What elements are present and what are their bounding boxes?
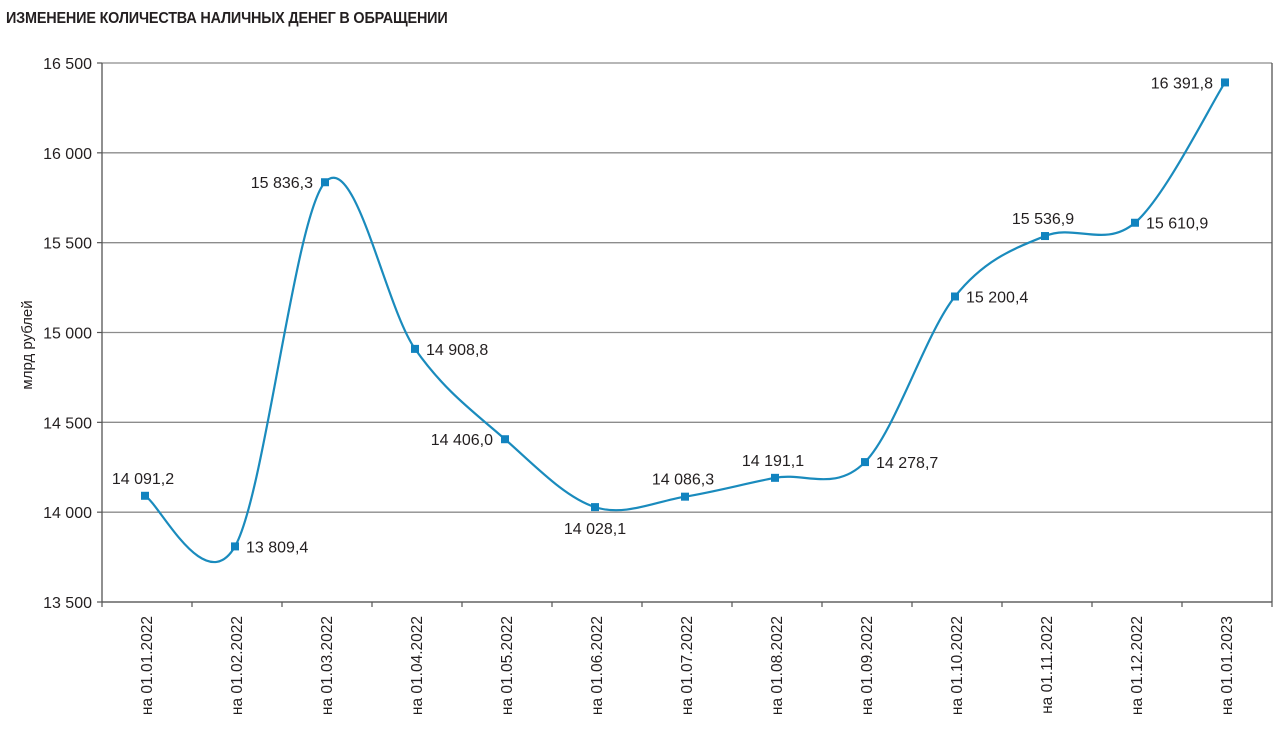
y-tick-label: 13 500: [43, 595, 92, 612]
y-axis-title: млрд рублей: [19, 300, 36, 389]
data-label: 15 200,4: [966, 289, 1028, 306]
square-marker-icon: [861, 458, 869, 467]
square-marker-icon: [591, 503, 599, 512]
series-path: [144, 81, 1226, 564]
square-marker-icon: [1041, 232, 1049, 241]
x-tick-label: на 01.04.2022: [409, 616, 426, 715]
data-label: 14 908,8: [426, 342, 488, 359]
y-tick-label: 14 500: [43, 415, 92, 432]
square-marker-icon: [231, 542, 239, 551]
data-label: 14 091,2: [112, 471, 174, 488]
data-label: 14 028,1: [564, 521, 626, 538]
x-tick-label: на 01.01.2022: [139, 616, 156, 715]
data-label: 16 391,8: [1151, 75, 1213, 92]
gridlines: [102, 62, 1273, 603]
y-tick-label: 14 000: [43, 505, 92, 522]
x-tick-label: на 01.03.2022: [319, 616, 336, 715]
square-marker-icon: [1131, 218, 1139, 227]
x-tick-label: на 01.02.2022: [229, 616, 246, 715]
x-tick-label: на 01.05.2022: [499, 616, 516, 715]
x-axis: на 01.01.2022 на 01.02.2022 на 01.03.2022 н…: [101, 601, 1273, 715]
data-label: 15 836,3: [251, 175, 313, 192]
square-marker-icon: [771, 473, 779, 482]
data-label: 14 191,1: [742, 453, 804, 470]
y-tick-label: 16 000: [43, 146, 92, 163]
data-labels: 14 091,2 13 809,4 15 836,3 14 908,8 14 406,0…: [112, 75, 1213, 556]
x-tick-label: на 01.11.2022: [1039, 616, 1056, 714]
x-tick-label: на 01.01.2023: [1219, 616, 1236, 715]
y-tick-label: 15 500: [43, 236, 92, 253]
data-markers: [141, 78, 1229, 551]
x-tick-label: на 01.09.2022: [859, 616, 876, 715]
series-line: [144, 81, 1226, 564]
square-marker-icon: [321, 178, 329, 187]
data-label: 15 536,9: [1012, 211, 1074, 228]
square-marker-icon: [411, 344, 419, 353]
x-tick-label: на 01.10.2022: [949, 616, 966, 715]
square-marker-icon: [681, 492, 689, 501]
y-axis: 13 500 14 000 14 500 15 000 15 500 16 000 16 5…: [43, 56, 103, 612]
x-tick-label: на 01.08.2022: [769, 616, 786, 715]
square-marker-icon: [501, 435, 509, 444]
data-label: 15 610,9: [1146, 216, 1208, 233]
x-tick-label: на 01.12.2022: [1129, 616, 1146, 715]
y-tick-label: 15 000: [43, 326, 92, 343]
square-marker-icon: [1221, 78, 1229, 87]
data-label: 14 406,0: [431, 432, 493, 449]
data-label: 14 086,3: [652, 472, 714, 489]
data-label: 14 278,7: [876, 455, 938, 472]
square-marker-icon: [141, 491, 149, 500]
x-tick-label: на 01.06.2022: [589, 616, 606, 715]
x-tick-label: на 01.07.2022: [679, 616, 696, 715]
square-marker-icon: [951, 292, 959, 301]
chart-title: ИЗМЕНЕНИЕ КОЛИЧЕСТВА НАЛИЧНЫХ ДЕНЕГ В ОБ…: [6, 10, 448, 27]
y-tick-label: 16 500: [43, 56, 92, 73]
data-label: 13 809,4: [246, 539, 308, 556]
